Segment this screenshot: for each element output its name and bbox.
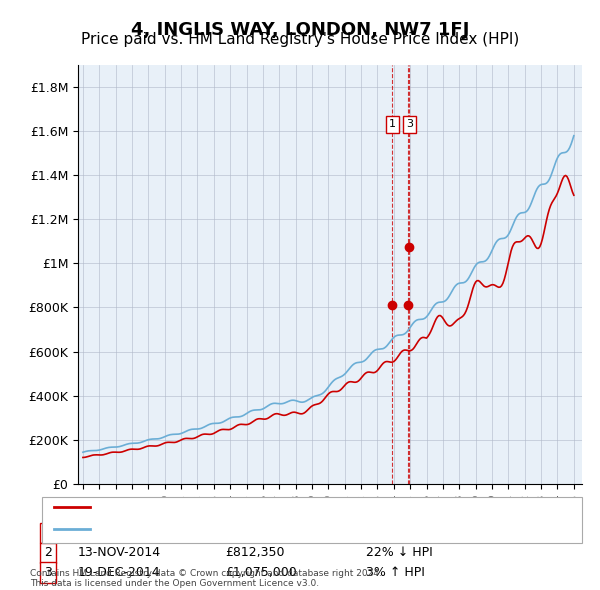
Text: 4, INGLIS WAY, LONDON, NW7 1FJ (detached house): 4, INGLIS WAY, LONDON, NW7 1FJ (detached… (96, 501, 421, 514)
Text: £812,350: £812,350 (225, 526, 284, 539)
Text: 2: 2 (44, 546, 52, 559)
Text: 4, INGLIS WAY, LONDON, NW7 1FJ: 4, INGLIS WAY, LONDON, NW7 1FJ (131, 21, 469, 39)
Text: 1: 1 (389, 119, 396, 129)
Text: 11% ↓ HPI: 11% ↓ HPI (366, 526, 433, 539)
Text: 19-DEC-2014: 19-DEC-2014 (78, 566, 161, 579)
Text: 13-NOV-2014: 13-NOV-2014 (78, 546, 161, 559)
Text: Price paid vs. HM Land Registry's House Price Index (HPI): Price paid vs. HM Land Registry's House … (81, 32, 519, 47)
Text: 3% ↑ HPI: 3% ↑ HPI (366, 566, 425, 579)
Text: £1,075,000: £1,075,000 (225, 566, 297, 579)
Text: 22% ↓ HPI: 22% ↓ HPI (366, 546, 433, 559)
Text: 3: 3 (406, 119, 413, 129)
Text: 1: 1 (44, 526, 52, 539)
Text: Contains HM Land Registry data © Crown copyright and database right 2024.
This d: Contains HM Land Registry data © Crown c… (30, 569, 382, 588)
Text: 3: 3 (44, 566, 52, 579)
Text: HPI: Average price, detached house, Barnet: HPI: Average price, detached house, Barn… (96, 523, 370, 536)
Text: £812,350: £812,350 (225, 546, 284, 559)
Text: 27-NOV-2013: 27-NOV-2013 (78, 526, 161, 539)
